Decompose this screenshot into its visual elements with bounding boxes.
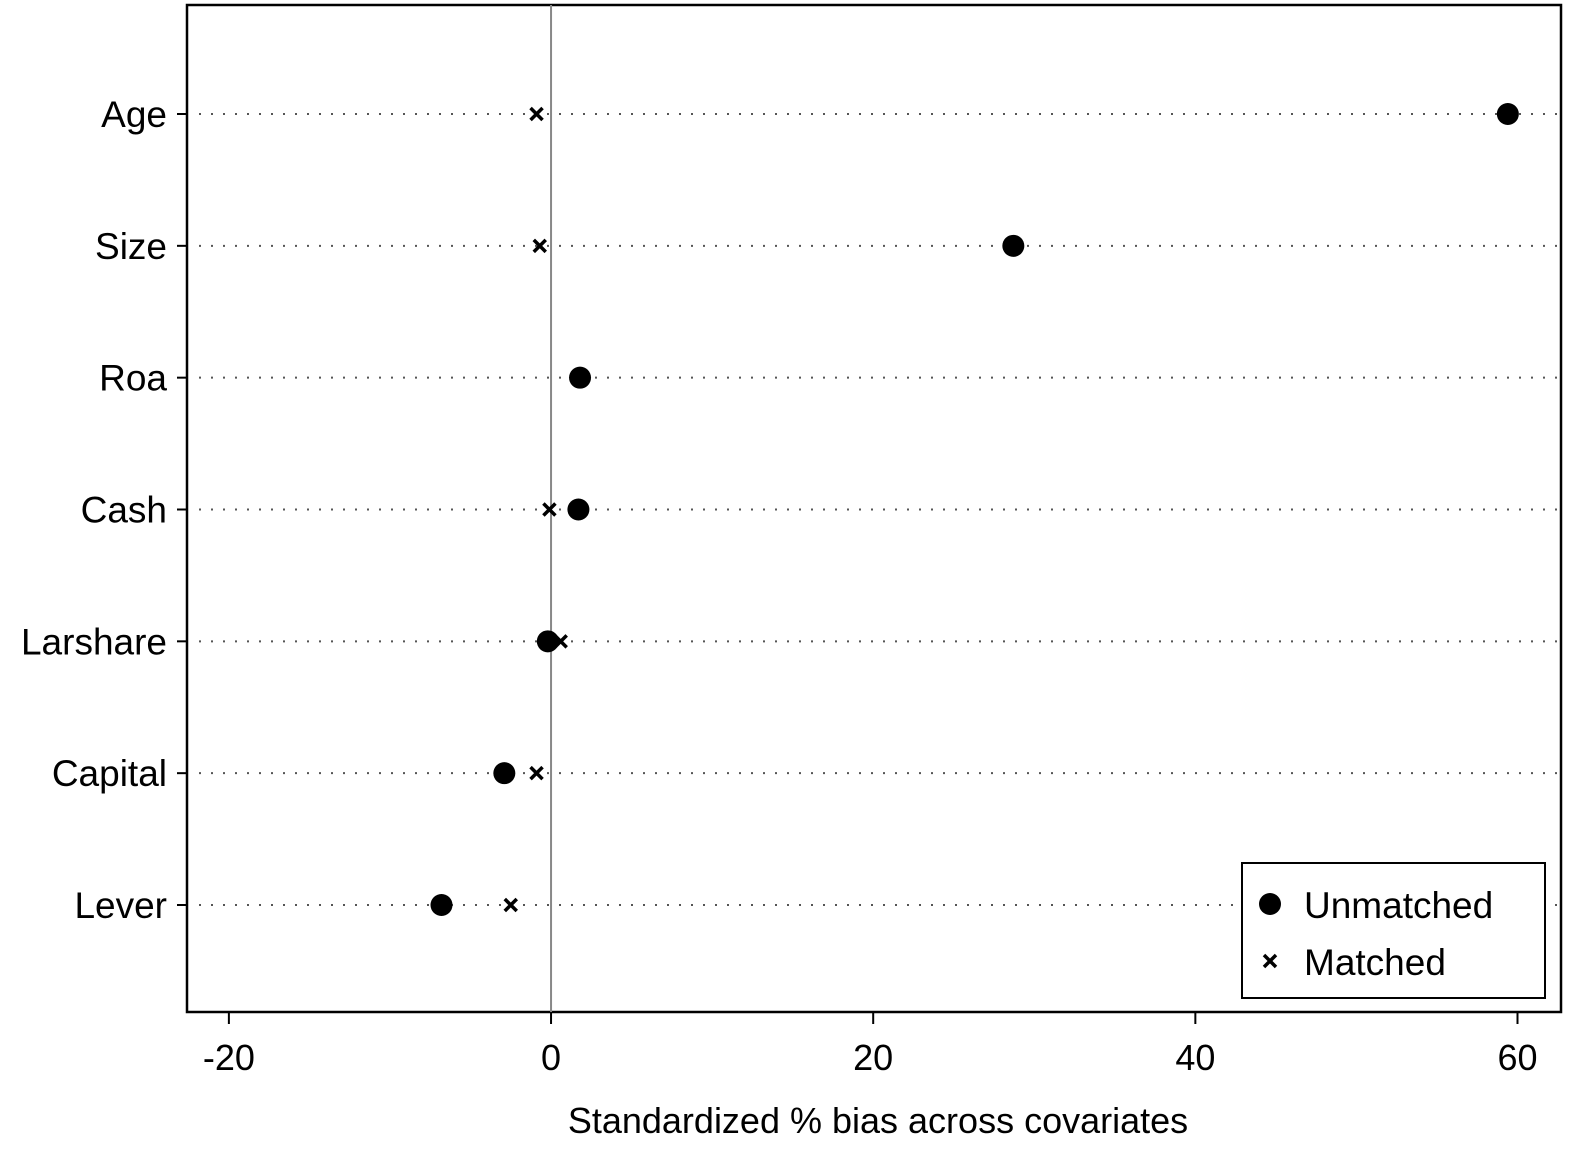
x-tick-label: -20 bbox=[203, 1037, 255, 1078]
legend-label: Matched bbox=[1304, 942, 1446, 983]
x-marker bbox=[553, 634, 568, 649]
y-tick-label: Roa bbox=[99, 358, 167, 399]
legend-marker bbox=[1262, 953, 1278, 969]
plot-frame bbox=[185, 3, 1563, 1014]
x-marker bbox=[571, 370, 586, 385]
x-tick-label: 20 bbox=[853, 1037, 893, 1078]
y-tick-label: Lever bbox=[74, 885, 167, 926]
legend-label: Unmatched bbox=[1304, 885, 1493, 926]
x-tick-label: 0 bbox=[541, 1037, 561, 1078]
x-marker bbox=[532, 238, 547, 254]
dot-marker bbox=[567, 498, 590, 521]
x-marker bbox=[529, 106, 544, 122]
y-tick-label: Cash bbox=[81, 490, 167, 531]
x-marker bbox=[542, 502, 557, 517]
dot-marker bbox=[493, 762, 516, 785]
dot-marker bbox=[536, 630, 559, 653]
y-tick-label: Age bbox=[101, 94, 167, 135]
dot-marker bbox=[1002, 234, 1025, 257]
x-marker bbox=[529, 765, 544, 781]
legend-marker bbox=[1259, 893, 1281, 915]
y-tick-label: Capital bbox=[52, 753, 167, 794]
legend-box bbox=[1241, 862, 1546, 999]
y-tick-label: Larshare bbox=[21, 621, 167, 662]
x-tick-label: 40 bbox=[1175, 1037, 1215, 1078]
dot-marker bbox=[430, 894, 453, 916]
x-tick-label: 60 bbox=[1497, 1037, 1537, 1078]
x-marker bbox=[503, 897, 519, 913]
dot-marker bbox=[1496, 103, 1519, 125]
x-axis-label: Standardized % bias across covariates bbox=[568, 1100, 1188, 1141]
y-tick-label: Size bbox=[95, 226, 167, 267]
